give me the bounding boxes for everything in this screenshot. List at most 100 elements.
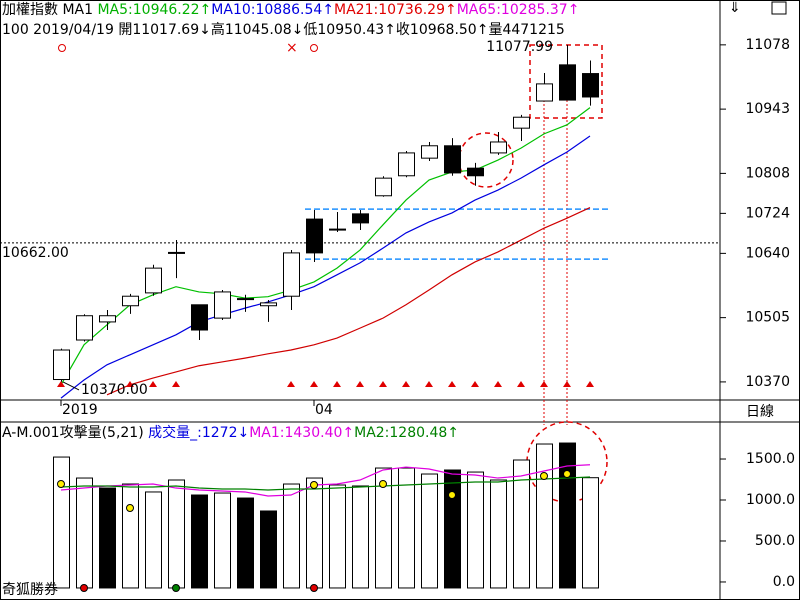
candle-body: [283, 252, 300, 297]
buy-signal: [494, 381, 502, 387]
candle-body: [122, 295, 139, 307]
header-segment: MA5:10946.22↑: [97, 2, 211, 18]
buy-signal: [563, 381, 571, 387]
y-tick-label: 11078: [745, 37, 790, 53]
candle-body: [582, 73, 599, 98]
ma-line: [60, 107, 591, 386]
candle-body: [513, 116, 530, 129]
volume-bar: [306, 477, 323, 589]
volume-bar: [490, 479, 507, 589]
buy-signal: [517, 381, 525, 387]
y-tick-label: 1500.0: [746, 451, 795, 467]
volume-bar: [398, 467, 415, 589]
volume-bar: [145, 491, 162, 589]
scroll-icon[interactable]: ⇓: [729, 0, 741, 16]
volume-bar: [536, 443, 553, 589]
volume-bar: [421, 473, 438, 589]
volume-bar: [329, 484, 346, 589]
signal-cross: ×: [286, 40, 298, 56]
candle-body: [53, 349, 70, 381]
ma-line: [60, 476, 591, 491]
header-line: 100 2019/04/19 開11017.69↓高11045.08↓低1095…: [2, 21, 565, 38]
candle-body: [444, 145, 461, 174]
volume-bar: [513, 459, 530, 589]
header-segment: 加權指數 MA1: [2, 2, 97, 18]
candle-body: [559, 64, 576, 101]
header-segment: 100 2019/04/19 開11017.69↓高11045.08↓低1095…: [2, 21, 565, 38]
min-pointer: [62, 381, 80, 391]
buy-signal: [149, 381, 157, 387]
candle-body: [329, 228, 346, 231]
buy-signal: [402, 381, 410, 387]
buy-signal: [310, 381, 318, 387]
candle-body: [375, 177, 392, 197]
y-tick-label: 10640: [745, 245, 790, 261]
signal-dot: [126, 504, 134, 512]
signal-dot: [540, 472, 548, 480]
volume-bar: [582, 477, 599, 589]
header-segment: MA65:10285.37↑: [457, 2, 580, 18]
volume-bar: [53, 456, 70, 589]
candle-body: [490, 141, 507, 154]
buy-signal: [540, 381, 548, 387]
window-button[interactable]: [771, 1, 787, 15]
volume-bar: [467, 471, 484, 589]
volume-bar: [191, 494, 208, 589]
buy-signal: [287, 381, 295, 387]
buy-signal: [425, 381, 433, 387]
ma-line: [60, 464, 591, 497]
top-signals: ×: [58, 40, 318, 56]
candle-body: [306, 218, 323, 254]
signal-dot: [448, 491, 456, 499]
volume-bar: [122, 483, 139, 589]
min-label: 10370.00: [81, 382, 148, 398]
candle-body: [260, 302, 277, 307]
buy-signal: [471, 381, 479, 387]
signal-dot: [310, 584, 318, 592]
header-line: 加權指數 MA1 MA5:10946.22↑MA10:10886.54↑MA21…: [2, 2, 579, 18]
header-segment: MA1:1430.40↑: [249, 425, 354, 441]
y-tick-label: 10808: [745, 165, 790, 181]
candle-body: [76, 315, 93, 341]
buy-signal: [448, 381, 456, 387]
candle-body: [536, 83, 553, 102]
buy-signal: [379, 381, 387, 387]
candle-body: [214, 291, 231, 319]
candle-body: [421, 145, 438, 159]
period-label: 日線: [746, 404, 774, 420]
x-tick-label: 2019: [62, 402, 98, 418]
buy-signal: [126, 381, 134, 387]
y-tick-label: 10724: [745, 205, 790, 221]
signal-dot: [310, 481, 318, 489]
candle-body: [237, 298, 254, 301]
x-tick-label: 04: [315, 402, 333, 418]
buy-signal: [356, 381, 364, 387]
candle-body: [191, 304, 208, 331]
y-tick-label: 1000.0: [746, 492, 795, 508]
header-line: A-M.001攻擊量(5,21) 成交量_:1272↓MA1:1430.40↑M…: [2, 424, 459, 441]
signal-dot: [172, 584, 180, 592]
y-tick-label: 10370: [745, 374, 790, 390]
ma-line: [106, 206, 591, 396]
signal-dot: [379, 480, 387, 488]
header-segment: 成交量_:1272↓: [148, 424, 249, 441]
buy-signal: [586, 381, 594, 387]
header-segment: MA21:10736.29↑: [334, 2, 457, 18]
volume-bar: [214, 492, 231, 589]
max-label: 11077.99: [486, 39, 553, 55]
y-tick-label: 0.0: [773, 574, 795, 590]
volume-bar: [283, 483, 300, 589]
signal-dot: [57, 480, 65, 488]
buy-signal: [57, 381, 65, 387]
y-tick-label: 10943: [745, 101, 790, 117]
signal-dot: [563, 470, 571, 478]
buy-signal: [172, 381, 180, 387]
highlight-circle: [526, 421, 608, 503]
candle-body: [352, 213, 369, 224]
y-tick-label: 500.0: [755, 533, 795, 549]
candle-body: [168, 251, 185, 254]
candle-body: [145, 267, 162, 294]
volume-bar: [99, 487, 116, 589]
ma-line: [60, 135, 591, 399]
